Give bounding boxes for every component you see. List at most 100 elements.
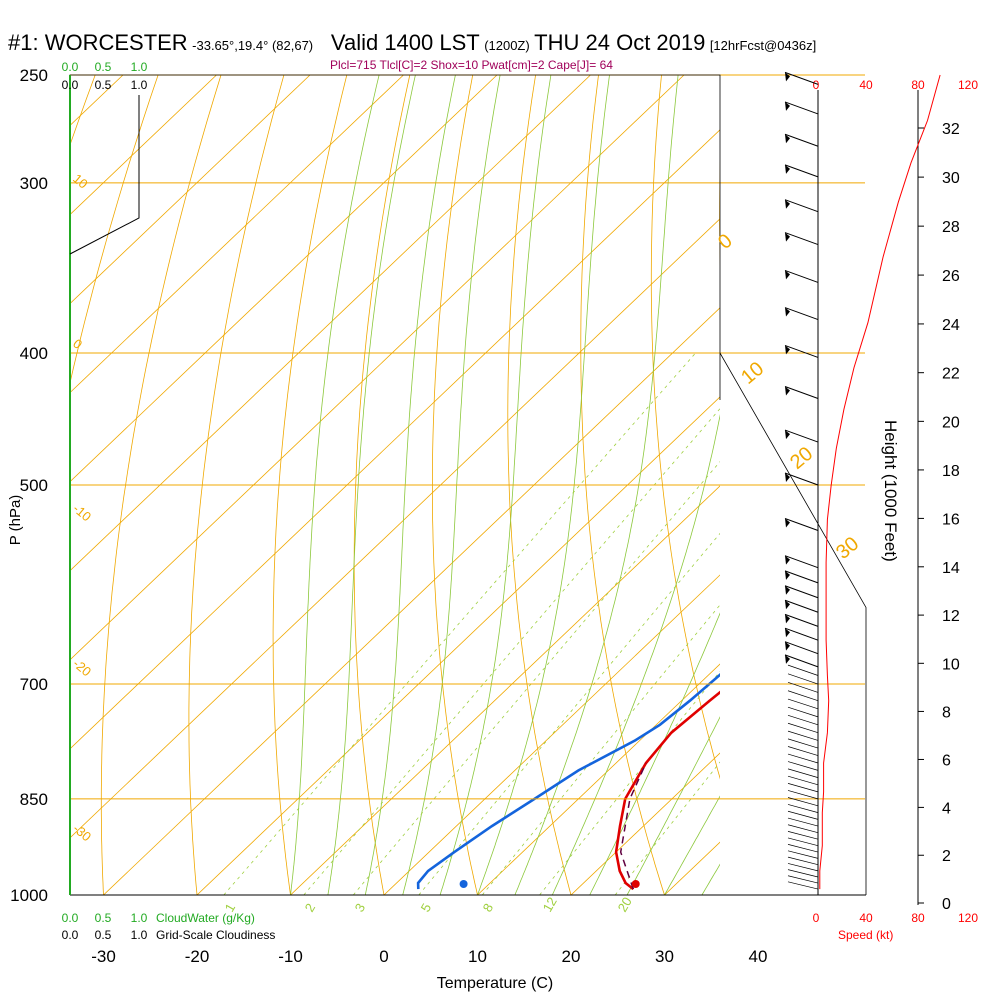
wind-barb: [784, 518, 819, 531]
wind-barb: [787, 824, 819, 834]
temperature-tick-label: -20: [185, 947, 210, 966]
temperature-tick-label: -10: [278, 947, 303, 966]
mixing-ratio-line: [303, 408, 720, 895]
wind-barb: [787, 810, 819, 820]
dry-adiabat-line: [650, 75, 720, 780]
wind-barb-flag: [785, 232, 790, 242]
height-tick-label: 10: [942, 656, 960, 673]
wind-barb-flag: [785, 307, 790, 317]
stability-params: Plcl=715 Tlcl[C]=2 Shox=10 Pwat[cm]=2 Ca…: [330, 58, 613, 72]
wind-barb: [787, 722, 819, 734]
wind-barb: [784, 555, 819, 569]
speed-top-label: 120: [958, 78, 978, 92]
moist-adiabat-line: [290, 75, 380, 895]
wind-barb: [787, 790, 819, 800]
wind-barb: [787, 875, 819, 884]
wind-barb: [787, 831, 819, 840]
wind-barb: [784, 101, 819, 115]
wind-barb-flag: [785, 345, 790, 355]
theta-label: 20: [786, 443, 817, 474]
valid-date: THU 24 Oct 2019: [534, 30, 706, 55]
wind-barb-flag: [785, 134, 790, 144]
wind-speed-profile: [819, 74, 941, 890]
wind-barb: [787, 850, 819, 859]
wind-barb: [784, 599, 819, 613]
pressure-tick-label: 300: [20, 174, 48, 193]
height-tick-label: 8: [942, 704, 951, 721]
height-tick-label: 20: [942, 414, 960, 431]
wind-barb: [787, 863, 819, 872]
wind-barb: [787, 698, 819, 710]
wind-barb-flag: [785, 72, 790, 82]
isotherm-label: -10: [70, 501, 94, 525]
mixing-ratio-line: [481, 604, 720, 895]
pressure-tick-label: 1000: [10, 886, 48, 905]
moist-adiabat-line: [402, 75, 501, 895]
wind-barb: [787, 761, 819, 771]
wind-barb: [787, 664, 819, 676]
chart-title: #1: WORCESTER -33.65°,19.4° (82,67) Vali…: [8, 30, 998, 56]
height-tick-label: 4: [942, 800, 951, 817]
temperature-tick-label: 20: [562, 947, 581, 966]
wind-barb-flag: [785, 614, 790, 624]
height-tick-label: 22: [942, 366, 960, 383]
wind-barb-flag: [785, 199, 790, 209]
height-tick-label: 32: [942, 121, 960, 138]
forecast-info: [12hrFcst@0436z]: [709, 38, 817, 53]
cloudiness-top-label: 0.0: [62, 78, 79, 92]
theta-label: 10: [737, 358, 768, 389]
cloudwater-top-label: 0.0: [62, 60, 79, 74]
wind-barb-flag: [785, 270, 790, 280]
isotherm-label: -30: [70, 821, 94, 845]
pressure-tick-label: 700: [20, 675, 48, 694]
wind-barb: [784, 654, 819, 668]
wind-barb-flag: [785, 518, 790, 528]
wind-barb: [784, 232, 819, 246]
mixing-ratio-label: 5: [418, 901, 435, 915]
mixing-ratio-line: [539, 670, 720, 895]
wind-barb: [784, 133, 819, 147]
moist-adiabat-line: [439, 75, 552, 895]
pressure-axis-label: P (hPa): [7, 495, 24, 546]
wind-barb: [787, 817, 819, 827]
height-tick-label: 24: [942, 317, 960, 334]
wind-barb-flag: [785, 386, 790, 396]
wind-barb-flag: [785, 570, 790, 580]
wind-barb: [784, 344, 819, 358]
cloudiness-top-label: 1.0: [131, 78, 148, 92]
moist-adiabat-line: [551, 413, 720, 895]
wind-barb: [784, 585, 819, 599]
wind-barb-flag: [785, 430, 790, 440]
plot-area: [70, 75, 720, 895]
pressure-tick-label: 500: [20, 476, 48, 495]
dry-adiabat-line: [272, 75, 348, 895]
isotherm-line: [70, 75, 498, 483]
moist-adiabat-line: [626, 716, 720, 895]
dry-adiabat-line: [431, 75, 478, 895]
wind-barb: [787, 881, 819, 890]
dry-adiabat-line: [507, 75, 572, 895]
wind-barb: [787, 797, 819, 807]
wind-barb-flag: [785, 555, 790, 565]
wind-barb: [787, 706, 819, 718]
cloudiness-bottom-label: 0.5: [95, 928, 112, 942]
temperature-tick-label: 30: [655, 947, 674, 966]
isotherm-line: [70, 75, 217, 216]
cloudiness-bottom-label: 1.0: [131, 928, 148, 942]
wind-barb: [784, 307, 819, 321]
surface-dewpoint-marker: [459, 880, 468, 888]
isotherm-label: 10: [70, 171, 91, 192]
cloudiness-profile: [69, 95, 140, 255]
wind-barb: [784, 71, 819, 85]
height-tick-label: 26: [942, 268, 960, 285]
wind-barb: [784, 269, 819, 283]
isotherm-line: [383, 574, 720, 895]
speed-bottom-label: 120: [958, 911, 978, 925]
cloudiness-bottom-label: 0.0: [62, 928, 79, 942]
cloudwater-bottom-label: 0.0: [62, 911, 79, 925]
moist-adiabat-line: [477, 75, 610, 895]
dewpoint-curve: [416, 672, 720, 890]
temperature-tick-label: -30: [91, 947, 116, 966]
cloudwater-top-label: 1.0: [131, 60, 148, 74]
height-tick-label: 0: [942, 896, 951, 913]
